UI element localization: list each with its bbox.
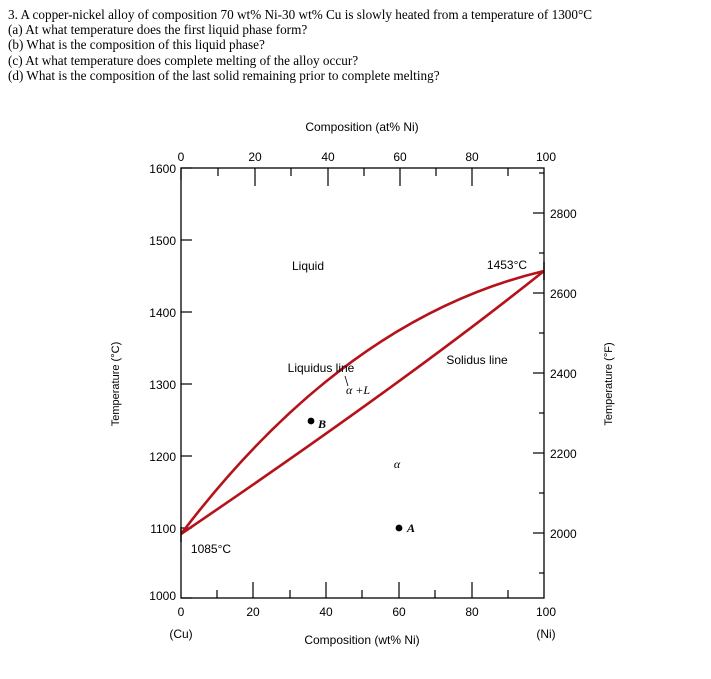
left-tick-label: 1600 xyxy=(149,162,176,176)
question-part-d: (d) What is the composition of the last … xyxy=(8,67,440,83)
two-phase-leader xyxy=(344,375,349,387)
cu-melting-temp-label: 1085°C xyxy=(191,542,231,556)
left-tick-label: 1400 xyxy=(149,306,176,320)
two-phase-region-label: α +L xyxy=(346,383,370,397)
question-part-c: (c) At what temperature does complete me… xyxy=(8,52,359,68)
liquidus-line-label: Liquidus line xyxy=(288,361,355,375)
bottom-tick-label: 40 xyxy=(319,605,333,619)
right-tick-label: 2800 xyxy=(550,207,577,221)
top-tick-label: 0 xyxy=(178,150,185,164)
bottom-tick-label: 0 xyxy=(178,605,185,619)
bottom-tick-labels: 0 20 40 60 80 100 xyxy=(178,605,557,619)
copper-label: (Cu) xyxy=(169,627,192,641)
top-axis-ticks xyxy=(180,168,509,186)
point-b-label: B xyxy=(317,417,326,431)
bottom-tick-label: 100 xyxy=(536,605,556,619)
solidus-line-label: Solidus line xyxy=(446,353,508,367)
right-axis-ticks xyxy=(533,172,544,574)
left-tick-label: 1100 xyxy=(150,522,176,536)
left-tick-label: 1200 xyxy=(149,450,176,464)
top-tick-label: 20 xyxy=(248,150,262,164)
point-a-marker xyxy=(395,524,403,532)
question-text: 3. A copper-nickel alloy of composition … xyxy=(8,7,698,83)
question-part-b: (b) What is the composition of this liqu… xyxy=(8,37,265,53)
ni-melting-temp-label: 1453°C xyxy=(487,258,527,272)
right-axis-title: Temperature (°F) xyxy=(603,342,615,425)
top-tick-label: 60 xyxy=(393,150,407,164)
left-tick-label: 1000 xyxy=(149,589,176,603)
right-tick-label: 2600 xyxy=(550,287,577,301)
top-tick-label: 100 xyxy=(536,150,556,164)
bottom-tick-label: 60 xyxy=(392,605,406,619)
question-part-a: (a) At what temperature does the first l… xyxy=(8,22,308,38)
bottom-tick-label: 80 xyxy=(465,605,479,619)
liquidus-curve xyxy=(179,269,545,535)
right-tick-label: 2000 xyxy=(550,527,577,541)
bottom-tick-label: 20 xyxy=(246,605,260,619)
left-tick-labels: 1600 1500 1400 1300 1200 1100 1000 xyxy=(149,162,176,603)
top-tick-label: 80 xyxy=(465,150,479,164)
point-b-marker xyxy=(307,417,315,425)
point-a-label: A xyxy=(406,521,415,535)
right-tick-labels: 2800 2600 2400 2200 2000 xyxy=(550,207,577,541)
left-axis-title: Temperature (°C) xyxy=(110,342,122,426)
alpha-region-label: α xyxy=(394,457,401,471)
left-axis-ticks xyxy=(181,167,192,599)
top-axis-title: Composition (at% Ni) xyxy=(305,120,418,134)
right-tick-label: 2200 xyxy=(550,447,577,461)
top-tick-label: 40 xyxy=(321,150,335,164)
top-tick-labels: 0 20 40 60 80 100 xyxy=(178,150,557,164)
left-tick-label: 1500 xyxy=(149,234,176,248)
bottom-axis-ticks xyxy=(216,582,509,598)
bottom-axis-title: Composition (wt% Ni) xyxy=(304,633,419,647)
question-intro: 3. A copper-nickel alloy of composition … xyxy=(8,7,593,22)
right-tick-label: 2400 xyxy=(550,367,577,381)
solidus-curve xyxy=(180,269,545,536)
left-tick-label: 1300 xyxy=(149,378,176,392)
liquid-region-label: Liquid xyxy=(292,259,324,273)
nickel-label: (Ni) xyxy=(536,627,555,641)
